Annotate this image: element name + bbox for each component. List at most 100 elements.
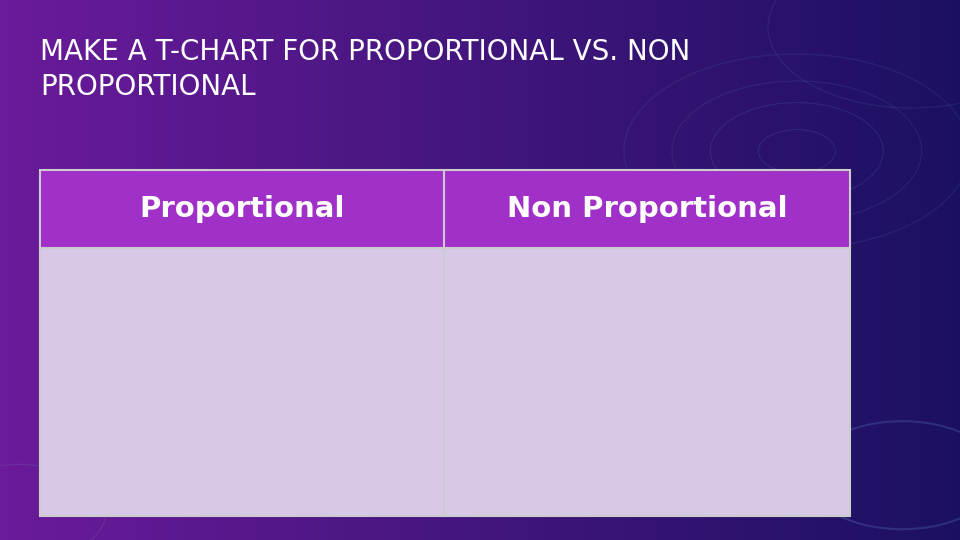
- Bar: [173, 0, 178, 540]
- Bar: [336, 0, 341, 540]
- Bar: [816, 0, 821, 540]
- Bar: [902, 0, 907, 540]
- Bar: [82, 0, 86, 540]
- Bar: [552, 0, 557, 540]
- Bar: [763, 0, 768, 540]
- Text: Proportional: Proportional: [139, 195, 346, 223]
- Bar: [840, 0, 845, 540]
- Bar: [302, 0, 307, 540]
- Bar: [869, 0, 874, 540]
- Bar: [662, 0, 667, 540]
- Bar: [696, 0, 701, 540]
- Bar: [254, 0, 259, 540]
- Bar: [24, 0, 29, 540]
- Bar: [499, 0, 504, 540]
- Bar: [154, 0, 158, 540]
- Bar: [725, 0, 730, 540]
- Bar: [566, 0, 571, 540]
- Bar: [456, 0, 461, 540]
- Bar: [600, 0, 605, 540]
- Bar: [125, 0, 130, 540]
- Bar: [494, 0, 499, 540]
- Bar: [53, 0, 58, 540]
- Bar: [168, 0, 173, 540]
- Bar: [163, 0, 168, 540]
- Bar: [230, 0, 235, 540]
- Bar: [686, 0, 691, 540]
- Bar: [437, 0, 442, 540]
- Bar: [504, 0, 509, 540]
- Bar: [62, 0, 67, 540]
- Bar: [898, 0, 902, 540]
- Text: Non Proportional: Non Proportional: [507, 195, 787, 223]
- Bar: [749, 0, 754, 540]
- Bar: [470, 0, 475, 540]
- Bar: [307, 0, 312, 540]
- Bar: [40, 170, 444, 248]
- Bar: [542, 0, 547, 540]
- Bar: [586, 0, 590, 540]
- Bar: [638, 0, 643, 540]
- Bar: [653, 0, 658, 540]
- Bar: [240, 0, 245, 540]
- Bar: [264, 0, 269, 540]
- Bar: [634, 0, 638, 540]
- Bar: [610, 0, 614, 540]
- Bar: [149, 0, 154, 540]
- Bar: [533, 0, 538, 540]
- Bar: [590, 0, 595, 540]
- Bar: [360, 0, 365, 540]
- Bar: [754, 0, 758, 540]
- Bar: [883, 0, 888, 540]
- Bar: [432, 0, 437, 540]
- Bar: [38, 0, 43, 540]
- Bar: [624, 0, 629, 540]
- Bar: [312, 0, 317, 540]
- Bar: [730, 0, 734, 540]
- Bar: [197, 0, 202, 540]
- Bar: [854, 0, 859, 540]
- Bar: [101, 0, 106, 540]
- Bar: [893, 0, 898, 540]
- Bar: [58, 0, 62, 540]
- Bar: [408, 0, 413, 540]
- Bar: [758, 0, 763, 540]
- Bar: [19, 0, 24, 540]
- Bar: [48, 0, 53, 540]
- Bar: [701, 0, 706, 540]
- Bar: [418, 0, 422, 540]
- Bar: [528, 0, 533, 540]
- Bar: [773, 0, 778, 540]
- Bar: [466, 0, 470, 540]
- Bar: [139, 0, 144, 540]
- Bar: [14, 0, 19, 540]
- Bar: [29, 0, 34, 540]
- Bar: [298, 0, 302, 540]
- Bar: [874, 0, 878, 540]
- Bar: [538, 0, 542, 540]
- Bar: [835, 0, 840, 540]
- Bar: [202, 0, 206, 540]
- Bar: [917, 0, 922, 540]
- Bar: [72, 0, 77, 540]
- Bar: [509, 0, 514, 540]
- Bar: [619, 0, 624, 540]
- Bar: [461, 0, 466, 540]
- Bar: [115, 0, 120, 540]
- Bar: [235, 0, 240, 540]
- Bar: [427, 0, 432, 540]
- Bar: [811, 0, 816, 540]
- Bar: [480, 0, 485, 540]
- Bar: [34, 0, 38, 540]
- Bar: [941, 0, 946, 540]
- Bar: [614, 0, 619, 540]
- Bar: [192, 0, 197, 540]
- Bar: [86, 0, 91, 540]
- Bar: [451, 0, 456, 540]
- Bar: [557, 0, 562, 540]
- Bar: [629, 0, 634, 540]
- Bar: [715, 0, 720, 540]
- Bar: [562, 0, 566, 540]
- Bar: [379, 0, 384, 540]
- Bar: [394, 0, 398, 540]
